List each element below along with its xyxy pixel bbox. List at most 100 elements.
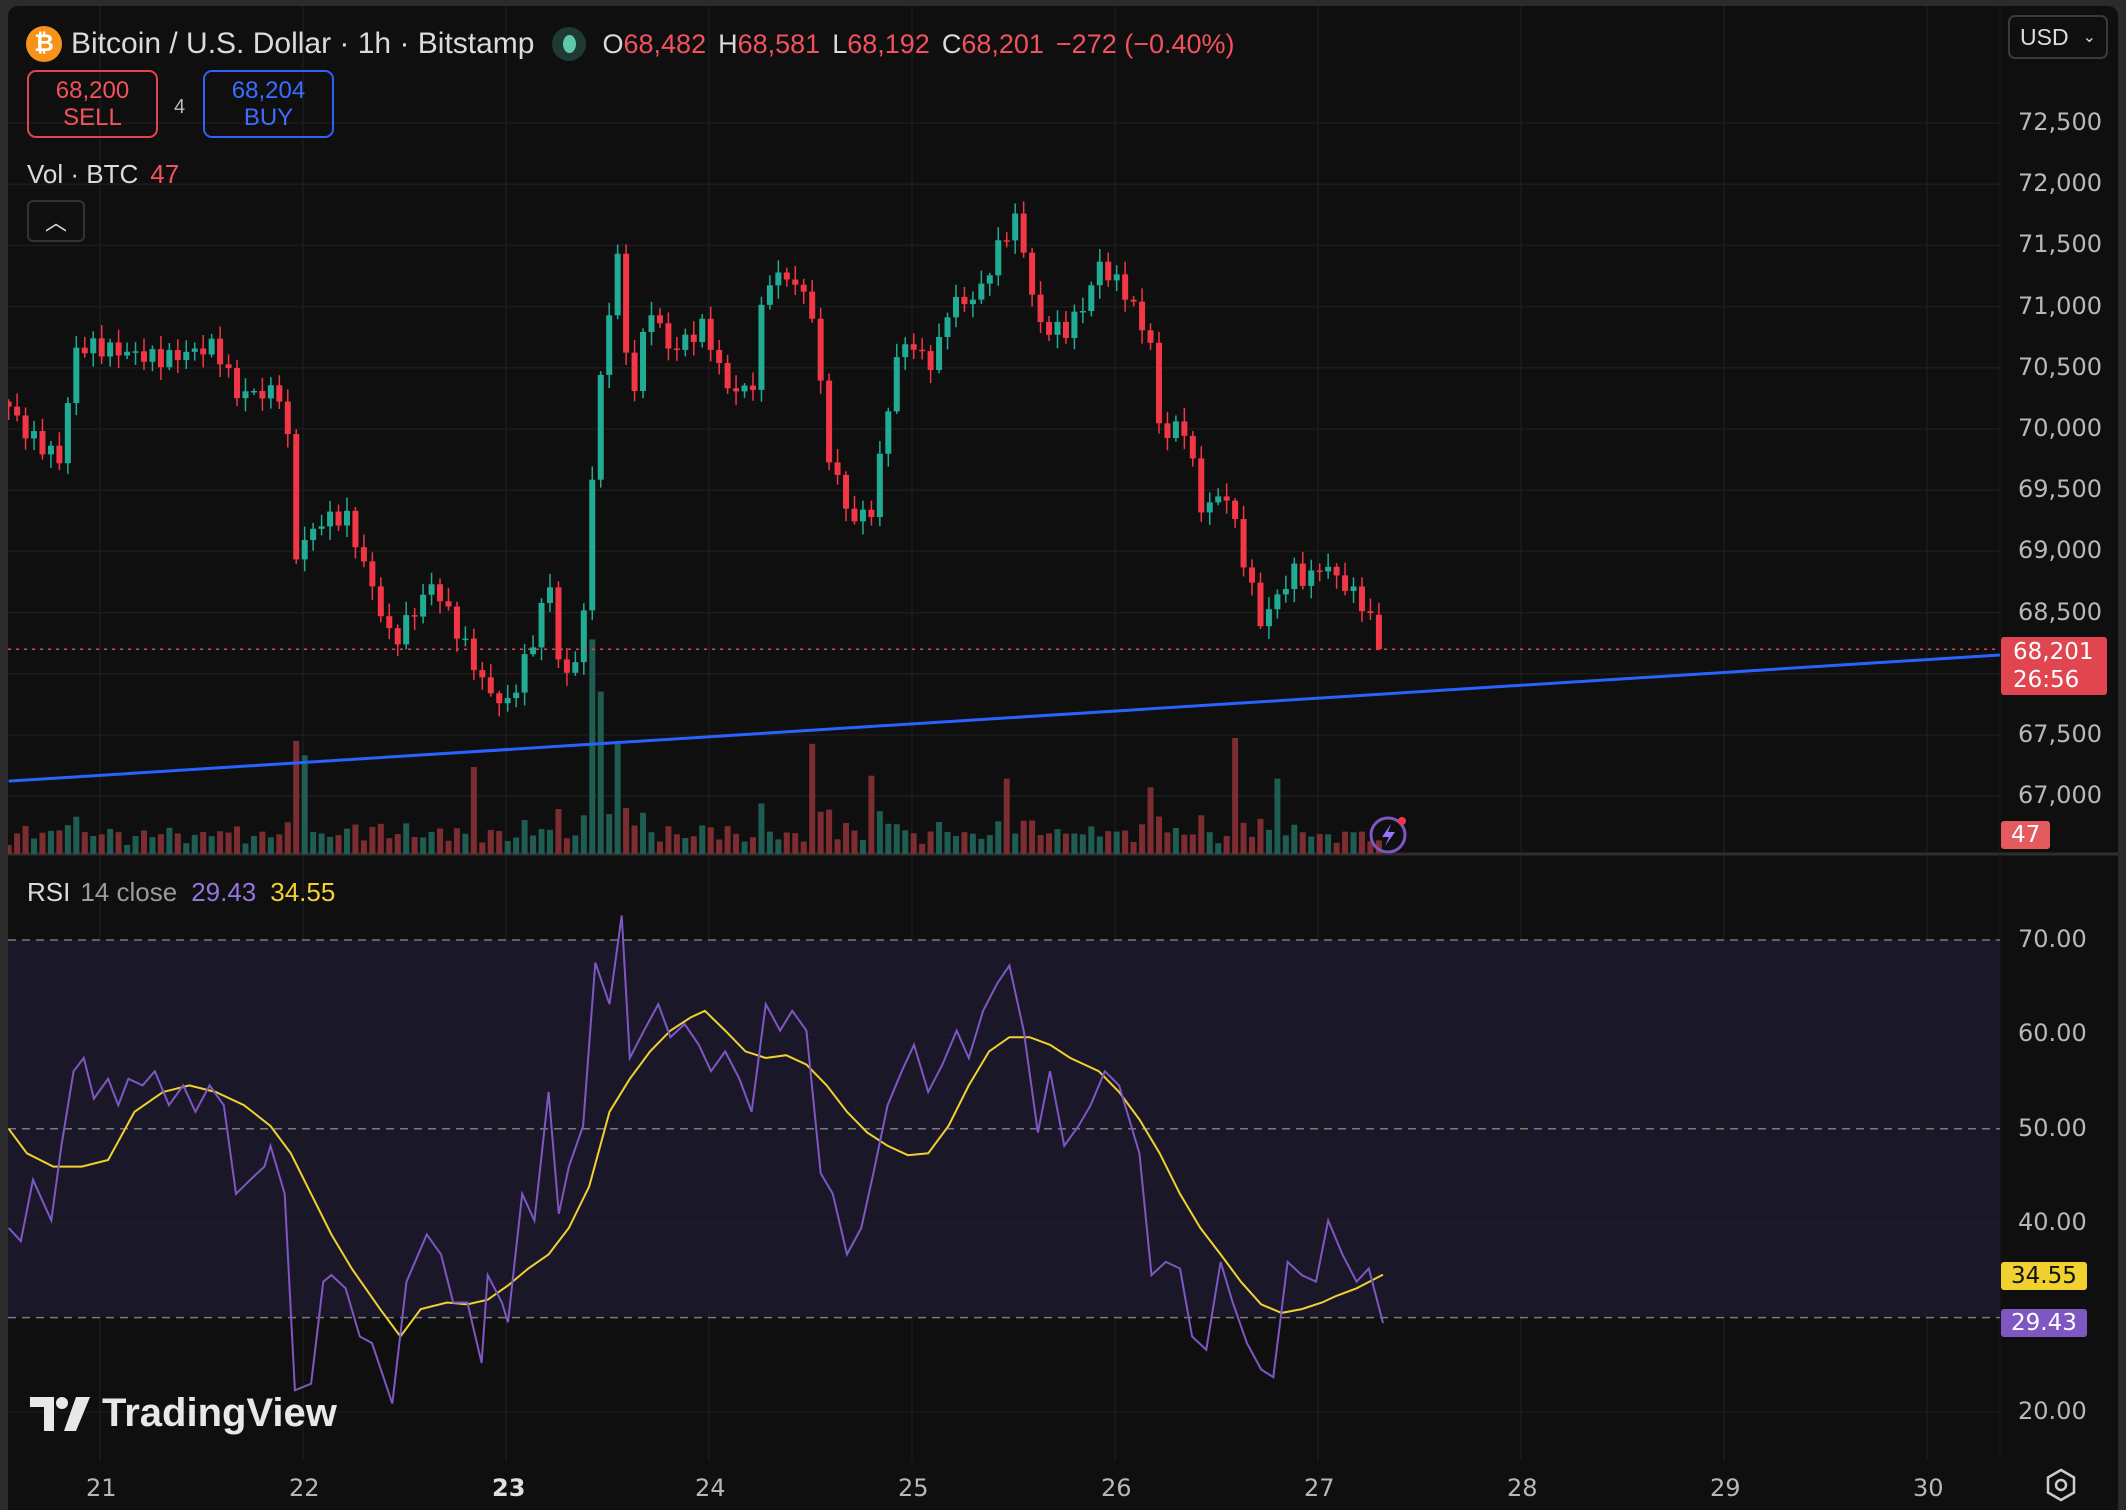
buy-price: 68,204 [231, 77, 306, 104]
volume-bar [885, 823, 892, 854]
volume-bar [64, 825, 71, 854]
volume-bar [1105, 831, 1112, 854]
time-tick: 29 [1710, 1474, 1741, 1502]
volume-bar [910, 833, 917, 854]
tradingview-logo[interactable]: TradingView [30, 1391, 337, 1436]
candle-body [614, 253, 621, 316]
volume-bar [98, 834, 105, 854]
candle-body [259, 390, 266, 399]
buy-button[interactable]: 68,204 BUY [203, 70, 334, 138]
volume-bar [132, 836, 139, 854]
volume-bar [513, 837, 520, 854]
volume-bar [1299, 832, 1306, 854]
high-value: 68,581 [737, 28, 821, 59]
volume-bar [952, 836, 959, 854]
candle-body [707, 318, 714, 350]
open-label: O [602, 28, 624, 59]
volume-bar [673, 834, 680, 854]
volume-bar [817, 811, 824, 854]
volume-bar [640, 812, 647, 854]
volume-value: 47 [150, 159, 180, 189]
price-tick: 71,000 [2018, 291, 2102, 320]
volume-bars [8, 639, 1382, 854]
volume-bar [1071, 833, 1078, 854]
volume-bar [411, 837, 418, 854]
change-value: −272 (−0.40%) [1055, 28, 1235, 59]
candle-body [479, 670, 486, 678]
volume-bar [1012, 833, 1019, 854]
candle-body [1088, 285, 1095, 311]
candle-body [157, 349, 164, 368]
candle-body [910, 344, 917, 350]
chart-canvas[interactable] [8, 6, 2118, 1510]
volume-bar [538, 829, 545, 854]
candle-body [1282, 589, 1289, 595]
candle-body [496, 693, 503, 704]
volume-bar [352, 824, 359, 854]
volume-bar [157, 834, 164, 854]
rsi-value: 29.43 [191, 877, 257, 907]
ohlc-values: O68,482 H68,581 L68,192 C68,201 −272 (−0.40%… [602, 29, 1246, 60]
volume-bar [563, 838, 570, 854]
volume-bar [648, 832, 655, 854]
candle-body [81, 347, 88, 354]
candle-body [1308, 570, 1315, 586]
trendline [8, 653, 2001, 783]
candle-body [1189, 435, 1196, 459]
volume-bar [707, 827, 714, 854]
volume-bar [1274, 778, 1281, 854]
rsi-params: 14 close [80, 877, 178, 907]
candle-body [242, 391, 249, 399]
candle-body [107, 342, 114, 357]
candle-body [73, 347, 80, 404]
volume-bar [530, 835, 537, 854]
price-tick: 68,500 [2018, 597, 2102, 626]
candle-body [716, 349, 723, 364]
candle-body [39, 431, 46, 455]
candle-body [1325, 566, 1332, 572]
volume-bar [1062, 833, 1069, 854]
rsi-legend[interactable]: RSI 14 close 29.43 34.55 [27, 877, 335, 908]
volume-bar [73, 816, 80, 854]
currency-select[interactable]: USD ⌄ [2008, 15, 2108, 59]
volume-bar [589, 639, 596, 854]
collapse-legend-button[interactable]: ︿ [27, 200, 85, 242]
time-tick: 27 [1304, 1474, 1335, 1502]
volume-bar [1122, 830, 1129, 854]
volume-bar [724, 826, 731, 854]
volume-bar [1333, 842, 1340, 854]
candle-body [31, 431, 38, 439]
volume-bar [124, 844, 131, 854]
volume-bar [665, 826, 672, 854]
candle-body [606, 315, 613, 375]
volume-bar [1291, 824, 1298, 854]
volume-bar [250, 835, 257, 854]
lightning-circle [1369, 816, 1407, 854]
volume-bar [597, 691, 604, 854]
candle-body [56, 445, 63, 464]
sell-button[interactable]: 68,200 SELL [27, 70, 158, 138]
volume-bar [1358, 831, 1365, 854]
candle-body [394, 628, 401, 645]
candle-body [284, 401, 291, 435]
candle-body [952, 296, 959, 318]
symbol-title[interactable]: Bitcoin / U.S. Dollar · 1h · Bitstamp [71, 27, 535, 60]
candle-body [530, 647, 537, 655]
last-price: 68,201 [2013, 639, 2094, 665]
candle-body [1054, 321, 1061, 335]
volume-bar [377, 823, 384, 854]
last-price-badge: 68,201 26:56 [2001, 637, 2108, 695]
chart-settings-icon[interactable] [2044, 1468, 2078, 1502]
close-label: C [941, 28, 962, 59]
candle-body [1003, 240, 1010, 242]
candle-body [656, 315, 663, 324]
volume-bar [834, 839, 841, 854]
candle-body [1350, 586, 1357, 591]
candle-body [1223, 496, 1230, 501]
volume-legend[interactable]: Vol · BTC 47 [27, 159, 179, 190]
rsi-ma-badge: 34.55 [2001, 1262, 2087, 1290]
volume-bar [766, 831, 773, 854]
price-tick: 70,500 [2018, 352, 2102, 381]
volume-bar [31, 838, 38, 854]
volume-bar [995, 821, 1002, 854]
